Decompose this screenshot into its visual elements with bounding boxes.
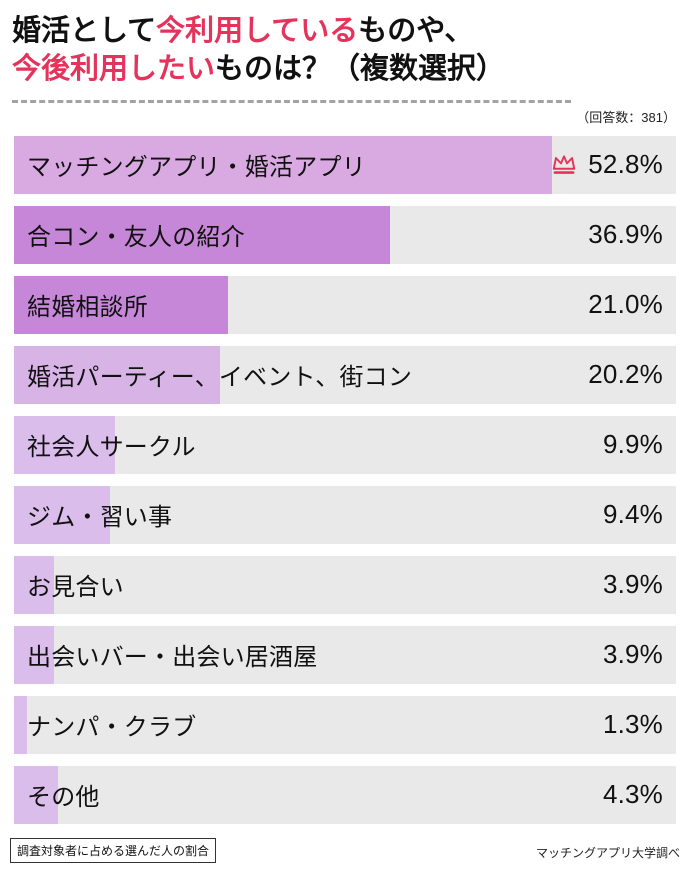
bar-value-group: 3.9% (603, 556, 663, 614)
bar-row: その他 4.3% (14, 765, 676, 824)
bar-label: 社会人サークル (27, 434, 196, 462)
bar-value: 1.3% (602, 709, 663, 740)
bar-value-group: 9.9% (603, 416, 663, 474)
title-segment: 婚活として (12, 15, 157, 47)
title-segment: ものは？（複数選択） (215, 53, 506, 86)
bar-label: マッチングアプリ・婚活アプリ (27, 154, 366, 182)
bar-value-group: 4.3% (603, 766, 663, 824)
bar-fill (14, 345, 220, 404)
dashed-divider (12, 99, 572, 103)
bar-label: 出会いバー・出会い居酒屋 (27, 644, 318, 672)
bar-label: お見合い (27, 574, 124, 602)
source-credit: マッチングアプリ大学調べ (535, 845, 680, 860)
bar-label: ナンパ・クラブ (27, 714, 197, 742)
chart-title: 婚活として今利用しているものや、 今後利用したいものは？（複数選択） (12, 12, 678, 89)
footnote-box: 調査対象者に占める選んだ人の割合 (10, 837, 217, 863)
bar-fill (14, 765, 58, 824)
bar-value: 20.2% (588, 359, 663, 390)
bar-value-group: 36.9% (588, 206, 663, 264)
bar-fill (14, 625, 54, 684)
bar-label: その他 (27, 784, 100, 812)
bar-value: 3.9% (602, 569, 663, 600)
bar-value: 3.9% (602, 639, 663, 670)
bar-fill (14, 135, 552, 194)
respondent-count: （回答数：381） (576, 109, 676, 125)
bar-row: 婚活パーティー、イベント、街コン 20.2% (14, 345, 676, 404)
bar-value: 52.8% (588, 149, 663, 180)
bar-label: 婚活パーティー、イベント、街コン (27, 364, 413, 392)
bar-value-group: 20.2% (588, 346, 663, 404)
bar-value: 21.0% (588, 289, 663, 320)
bar-label: ジム・習い事 (27, 504, 173, 532)
bar-fill (14, 695, 28, 754)
bar-value-group: 3.9% (603, 626, 663, 684)
bar-label: 合コン・友人の紹介 (27, 224, 245, 252)
bar-row: 合コン・友人の紹介 36.9% (14, 205, 676, 264)
bar-row: ナンパ・クラブ 1.3% (14, 695, 676, 754)
bar-fill (14, 415, 115, 474)
bar-row: 結婚相談所 21.0% (14, 275, 676, 334)
bar-value: 4.3% (602, 779, 663, 810)
bar-fill (14, 205, 390, 264)
bar-row: 出会いバー・出会い居酒屋 3.9% (14, 625, 676, 684)
title-segment-highlight: 今利用している (156, 15, 359, 47)
bar-fill (14, 555, 54, 614)
chart-footer: 調査対象者に占める選んだ人の割合 マッチングアプリ大学調べ (0, 836, 690, 863)
bar-row: お見合い 3.9% (14, 555, 676, 614)
bar-value-group: 9.4% (603, 486, 663, 544)
title-segment: ものや、 (358, 15, 474, 47)
bar-fill (14, 485, 110, 544)
bar-row: ジム・習い事 9.4% (14, 485, 676, 544)
bar-value: 9.9% (602, 429, 663, 460)
bar-value-group: 21.0% (588, 276, 663, 334)
bar-chart: マッチングアプリ・婚活アプリ 52.8% 合コン・友人の紹介 36.9% 結婚相… (14, 135, 676, 836)
bar-value-group: 52.8% (550, 136, 663, 194)
title-segment-highlight: 今後利用したい (12, 53, 216, 86)
bar-label: 結婚相談所 (27, 294, 148, 322)
bar-row: 社会人サークル 9.9% (14, 415, 676, 474)
crown-icon (553, 154, 576, 174)
chart-header: 婚活として今利用しているものや、 今後利用したいものは？（複数選択） （回答数：… (0, 0, 690, 126)
bar-row: マッチングアプリ・婚活アプリ 52.8% (14, 135, 676, 194)
bar-value: 9.4% (602, 499, 663, 530)
bar-value-group: 1.3% (603, 696, 663, 754)
bar-fill (14, 275, 228, 334)
bar-value: 36.9% (588, 219, 663, 250)
